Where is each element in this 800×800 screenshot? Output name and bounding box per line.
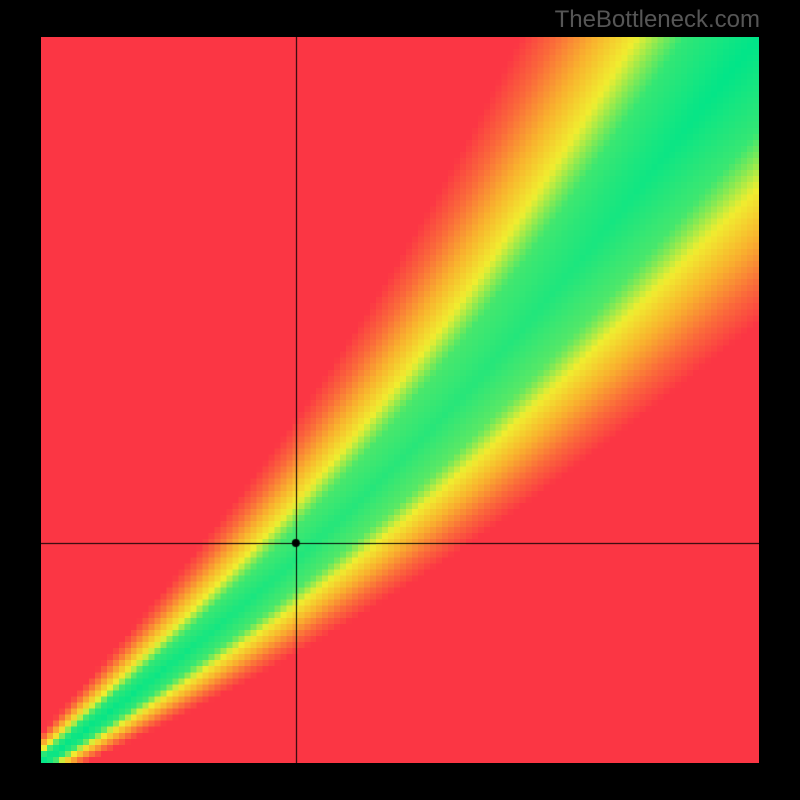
watermark-label: TheBottleneck.com bbox=[555, 6, 760, 34]
crosshair-overlay bbox=[41, 37, 759, 763]
chart-container: TheBottleneck.com bbox=[0, 0, 800, 800]
